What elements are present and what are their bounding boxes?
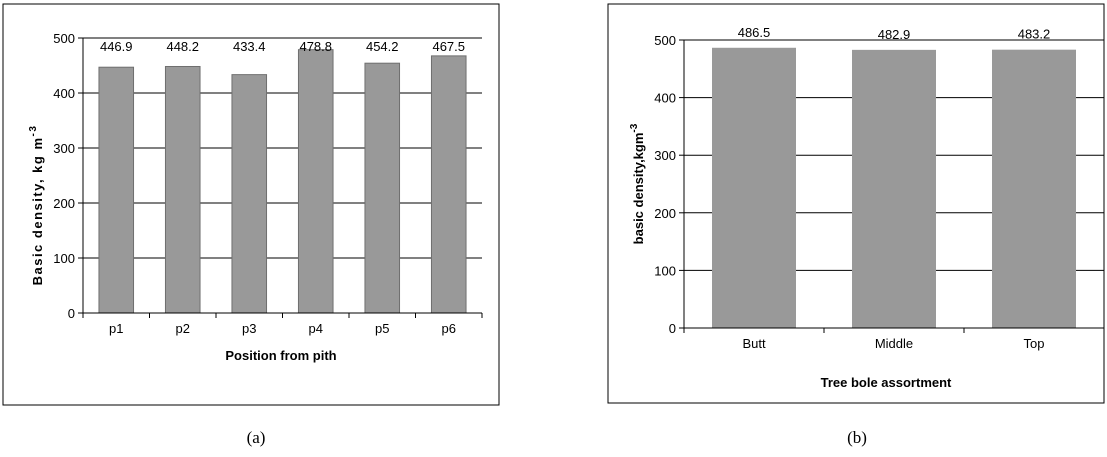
x-tick-label: p3 — [242, 321, 256, 336]
bar — [164, 65, 201, 314]
y-tick-label: 200 — [654, 206, 676, 221]
chart-a-y-axis-title: Basic density, kg m-3 — [28, 125, 45, 286]
y-tick-label: 100 — [654, 263, 676, 278]
data-label: 482.9 — [878, 27, 911, 42]
bar — [231, 74, 268, 314]
x-tick-label: Butt — [742, 336, 766, 351]
data-label: 478.8 — [299, 39, 332, 54]
chart-b-y-ticks: 0 100 200 300 400 500 — [654, 33, 684, 336]
bar — [98, 66, 135, 314]
chart-a-y-axis-title-sup: -3 — [28, 125, 39, 137]
chart-b-y-axis-title: basic density,kgm-3 — [629, 123, 646, 244]
chart-a-bars — [98, 49, 467, 314]
bar — [430, 55, 467, 314]
bar — [992, 49, 1076, 329]
chart-a-gridlines — [83, 37, 482, 259]
chart-a-x-axis-title: Position from pith — [225, 348, 336, 363]
bar — [297, 49, 334, 314]
y-tick-label: 400 — [654, 91, 676, 106]
chart-a-x-ticks: p1 p2 p3 p4 p5 p6 — [82, 313, 483, 336]
data-label: 467.5 — [432, 39, 465, 54]
x-tick-label: p5 — [375, 321, 389, 336]
x-tick-label: p6 — [442, 321, 456, 336]
chart-b-axes — [683, 40, 1104, 329]
chart-b-y-axis-title-main: basic density,kgm — [631, 133, 646, 245]
y-tick-label: 0 — [669, 321, 676, 336]
chart-b: 0 100 200 300 400 500 Butt Middle Top 486.5 482.… — [607, 3, 1105, 404]
y-tick-label: 0 — [68, 306, 75, 321]
x-tick-label: Top — [1024, 336, 1045, 351]
chart-b-value-labels: 486.5 482.9 483.2 — [738, 25, 1051, 42]
y-tick-label: 500 — [53, 31, 75, 46]
chart-b-x-axis-title: Tree bole assortment — [821, 375, 952, 390]
data-label: 483.2 — [1018, 27, 1051, 42]
data-label: 486.5 — [738, 25, 771, 40]
bar — [364, 62, 401, 314]
chart-a: 0 100 200 300 400 500 p1 p2 p3 p4 p5 p6 446.9 448.2… — [2, 3, 500, 406]
x-tick-label: Middle — [875, 336, 913, 351]
chart-a-y-axis-title-main: Basic density, kg m — [30, 136, 45, 285]
chart-a-y-ticks: 0 100 200 300 400 500 — [53, 31, 83, 321]
chart-b-x-ticks: Butt Middle Top — [683, 328, 1105, 351]
y-tick-label: 300 — [654, 148, 676, 163]
chart-a-caption: (a) — [247, 428, 266, 447]
data-label: 433.4 — [233, 39, 266, 54]
x-tick-label: p1 — [109, 321, 123, 336]
y-tick-label: 200 — [53, 196, 75, 211]
data-label: 454.2 — [366, 39, 399, 54]
chart-b-caption: (b) — [847, 428, 867, 447]
bar — [712, 47, 796, 328]
data-label: 446.9 — [100, 39, 133, 54]
bar — [852, 49, 936, 328]
data-label: 448.2 — [166, 39, 199, 54]
x-tick-label: p4 — [309, 321, 323, 336]
y-tick-label: 100 — [53, 251, 75, 266]
y-tick-label: 500 — [654, 33, 676, 48]
chart-a-value-labels: 446.9 448.2 433.4 478.8 454.2 467.5 — [100, 39, 465, 54]
chart-b-y-axis-title-sup: -3 — [629, 123, 640, 132]
y-tick-label: 300 — [53, 141, 75, 156]
y-tick-label: 400 — [53, 86, 75, 101]
x-tick-label: p2 — [176, 321, 190, 336]
chart-b-bars — [712, 47, 1076, 329]
